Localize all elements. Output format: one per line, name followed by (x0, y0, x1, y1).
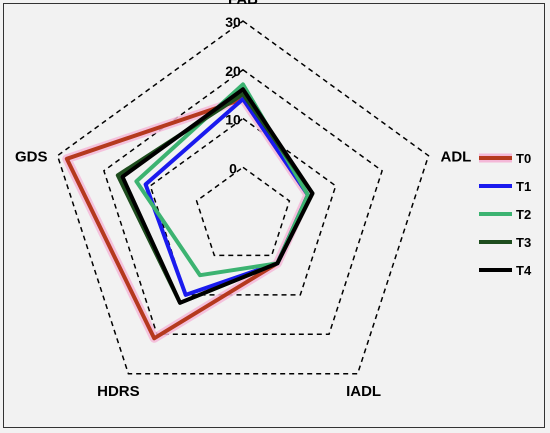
legend-item-t4: T4 (479, 263, 532, 278)
radial-tick-labels: 0 10 20 30 (225, 14, 241, 176)
series-lines (62, 82, 315, 343)
legend-item-t3: T3 (479, 235, 531, 250)
axis-label-adl: ADL (441, 149, 472, 166)
legend-label: T2 (516, 207, 531, 222)
tick-label-10: 10 (225, 112, 241, 128)
axis-label-hdrs: HDRS (97, 383, 140, 400)
legend-item-t2: T2 (479, 207, 531, 222)
grid-ring-0 (195, 166, 291, 257)
legend-item-t0: T0 (479, 151, 531, 166)
grid-ring-10 (149, 117, 337, 296)
grid-ring-30 (56, 20, 430, 375)
axis-label-fab: FAB (228, 0, 258, 8)
tick-label-0: 0 (229, 160, 237, 176)
legend-item-t1: T1 (479, 179, 531, 194)
grid-ring-20 (103, 68, 383, 336)
axis-labels: FAB ADL IADL HDRS GDS (15, 0, 471, 400)
series-line-t2 (134, 82, 310, 278)
tick-label-20: 20 (225, 63, 241, 79)
legend-label: T4 (516, 263, 532, 278)
radar-grid (56, 20, 430, 375)
series-line-t4 (120, 87, 315, 305)
legend-label: T1 (516, 179, 531, 194)
legend-label: T3 (516, 235, 531, 250)
legend-label: T0 (516, 151, 531, 166)
legend: T0 T1 T2 T3 T4 (479, 151, 532, 278)
tick-label-30: 30 (225, 14, 241, 30)
axis-label-iadl: IADL (346, 383, 381, 400)
axis-label-gds: GDS (15, 149, 48, 166)
